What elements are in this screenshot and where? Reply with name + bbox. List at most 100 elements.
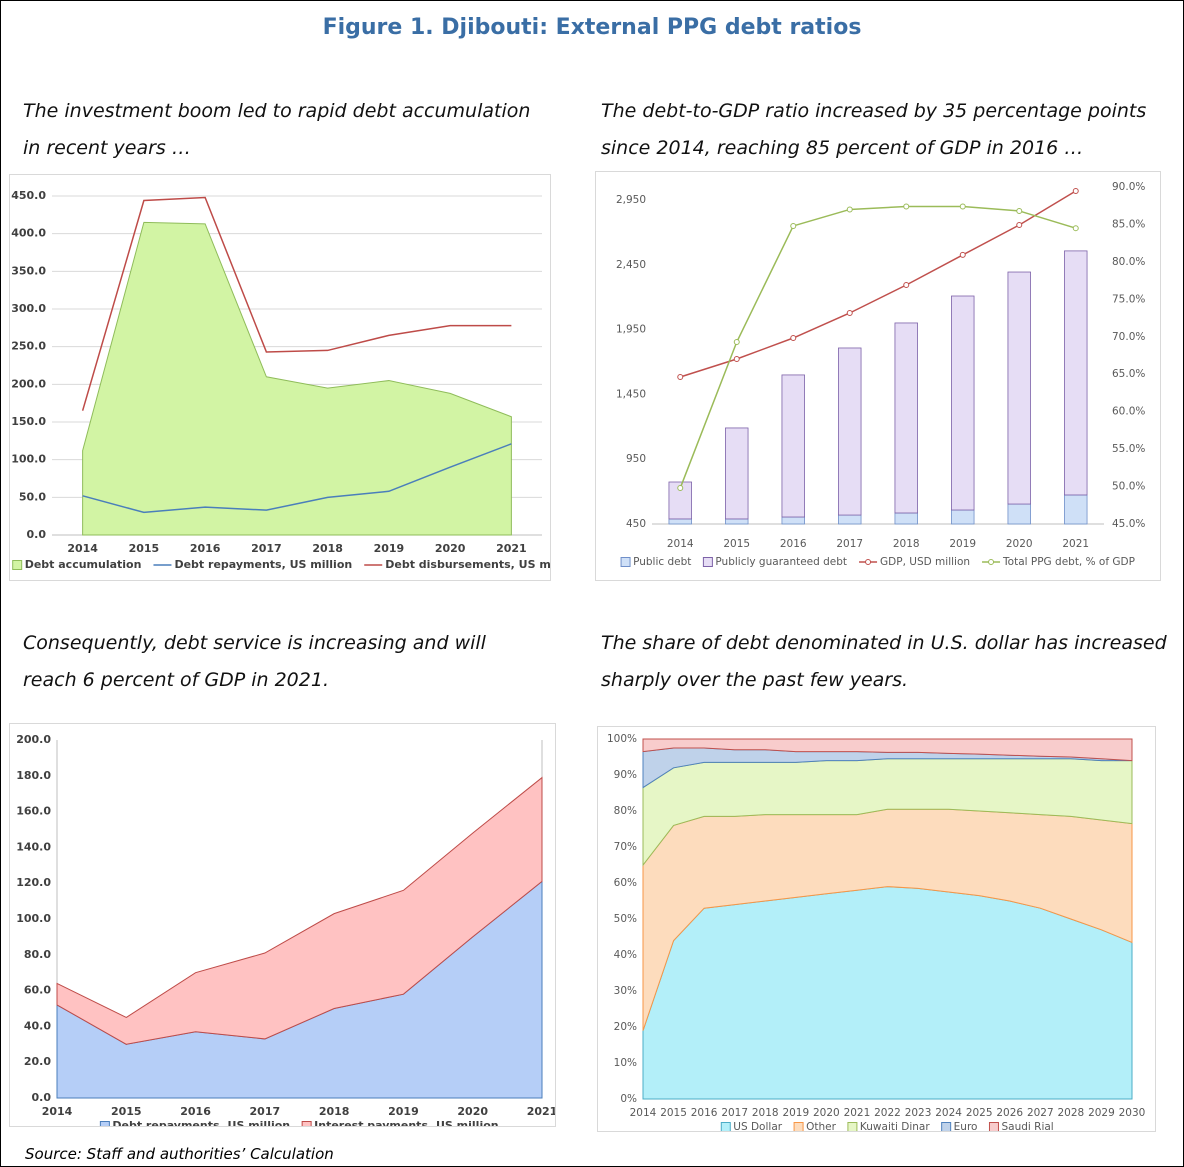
- legend-swatch: [988, 559, 995, 565]
- x-tick-label: 2022: [874, 1107, 901, 1119]
- bar: [781, 516, 805, 525]
- legend-label: US Dollar: [733, 1121, 782, 1132]
- legend-label: Debt repayments, US million: [112, 1119, 290, 1127]
- y-tick-label: 140.0: [16, 840, 51, 853]
- y-tick-label: 100.0: [11, 453, 46, 466]
- x-tick-label: 2020: [813, 1107, 840, 1119]
- legend-swatch: [847, 1122, 858, 1131]
- x-tick-label: 2025: [966, 1107, 993, 1119]
- legend-swatch: [702, 557, 713, 567]
- bar: [1007, 271, 1031, 505]
- line: [82, 443, 512, 514]
- y-tick-label: 60%: [614, 877, 637, 889]
- chart: 0.0 20.0 40.0 60.0 80.0 100.0 120.0 140.0 160.0 1…: [9, 723, 556, 1127]
- legend-label: GDP, USD million: [880, 556, 970, 568]
- y-tick-label: 20%: [614, 1021, 637, 1033]
- marker: [1072, 225, 1079, 232]
- x-tick-label: 2019: [782, 1107, 809, 1119]
- x-tick-label: 2017: [251, 542, 282, 555]
- marker: [733, 355, 740, 362]
- x-tick-label: 2017: [721, 1107, 748, 1119]
- legend-label: Interest payments, US million: [314, 1119, 498, 1127]
- legend-label: Saudi Rial: [1001, 1121, 1053, 1132]
- x-tick-label: 2020: [1006, 538, 1033, 550]
- y-tick-label: 120.0: [16, 876, 51, 889]
- x-tick-label: 2020: [457, 1105, 488, 1118]
- marker: [846, 309, 853, 316]
- x-tick-label: 2023: [905, 1107, 932, 1119]
- x-tick-label: 2015: [660, 1107, 687, 1119]
- x-tick-label: 2019: [949, 538, 976, 550]
- y-tick-label: 50.0%: [1112, 481, 1145, 493]
- marker: [1016, 221, 1023, 228]
- x-tick-label: 2017: [836, 538, 863, 550]
- bar: [894, 322, 918, 514]
- legend-swatch: [12, 560, 23, 570]
- x-tick-label: 2018: [312, 542, 343, 555]
- x-tick-label: 2015: [723, 538, 750, 550]
- caption: Consequently, debt service is increasing…: [23, 632, 486, 691]
- y-tick-label: 1,450: [616, 388, 646, 400]
- y-tick-label: 150.0: [11, 415, 46, 428]
- marker: [959, 251, 966, 258]
- line: [679, 205, 1076, 489]
- y-tick-label: 2,450: [616, 259, 646, 271]
- marker: [677, 374, 684, 381]
- x-tick-label: 2015: [111, 1105, 142, 1118]
- y-tick-label: 180.0: [16, 769, 51, 782]
- y-tick-label: 1,950: [616, 324, 646, 336]
- y-tick-label: 100.0: [16, 912, 51, 925]
- bar: [1007, 503, 1031, 525]
- y-tick-label: 950: [626, 453, 646, 465]
- x-tick-label: 2018: [319, 1105, 350, 1118]
- y-tick-label: 250.0: [11, 340, 46, 353]
- y-tick-label: 0.0: [32, 1091, 52, 1104]
- marker: [959, 203, 966, 210]
- y-tick-label: 2,950: [616, 194, 646, 206]
- chart: 0.0 50.0 100.0 150.0 200.0 250.0 300.0 350.0 400…: [9, 174, 551, 581]
- y-tick-label: 50.0: [19, 490, 46, 503]
- x-tick-label: 2021: [496, 542, 527, 555]
- bar: [668, 518, 692, 525]
- bar: [894, 512, 918, 525]
- legend-label: Debt disbursements, US million: [385, 558, 551, 571]
- legend-label: Public debt: [633, 556, 691, 568]
- y-tick-label: 350.0: [11, 264, 46, 277]
- area: [642, 886, 1133, 1100]
- legend-label: Other: [806, 1121, 836, 1132]
- legend-label: Euro: [954, 1121, 978, 1132]
- y-tick-label: 65.0%: [1112, 368, 1145, 380]
- marker: [790, 335, 797, 342]
- y-tick-label: 55.0%: [1112, 443, 1145, 455]
- legend: US Dollar Other Kuwaiti Dinar Euro Saudi Ria…: [720, 1121, 1054, 1132]
- x-tick-label: 2026: [996, 1107, 1023, 1119]
- x-tick-label: 2016: [780, 538, 807, 550]
- y-tick-label: 85.0%: [1112, 218, 1145, 230]
- x-tick-label: 2014: [67, 542, 98, 555]
- x-tick-label: 2021: [844, 1107, 871, 1119]
- marker: [846, 206, 853, 213]
- line: [81, 196, 512, 411]
- y-tick-label: 90%: [614, 769, 637, 781]
- legend-label: Debt repayments, US million: [174, 558, 352, 571]
- area: [82, 221, 512, 536]
- line: [680, 190, 1077, 378]
- legend-swatch: [99, 1121, 110, 1126]
- legend-swatch: [865, 559, 872, 565]
- x-tick-label: 2020: [435, 542, 466, 555]
- y-tick-label: 400.0: [11, 227, 46, 240]
- y-tick-label: 200.0: [16, 733, 51, 746]
- x-tick-label: 2024: [935, 1107, 962, 1119]
- source-note: Source: Staff and authorities’ Calculati…: [25, 1145, 334, 1163]
- x-tick-label: 2017: [250, 1105, 281, 1118]
- legend-swatch: [620, 557, 631, 567]
- x-tick-label: 2014: [630, 1107, 657, 1119]
- x-tick-label: 2021: [527, 1105, 556, 1118]
- y-tick-label: 90.0%: [1112, 181, 1145, 193]
- bar: [781, 374, 805, 518]
- area: [56, 776, 543, 1045]
- y-tick-label: 80%: [614, 805, 637, 817]
- y-tick-label: 40.0: [24, 1019, 51, 1032]
- x-tick-label: 2021: [1062, 538, 1089, 550]
- x-tick-label: 2016: [190, 542, 221, 555]
